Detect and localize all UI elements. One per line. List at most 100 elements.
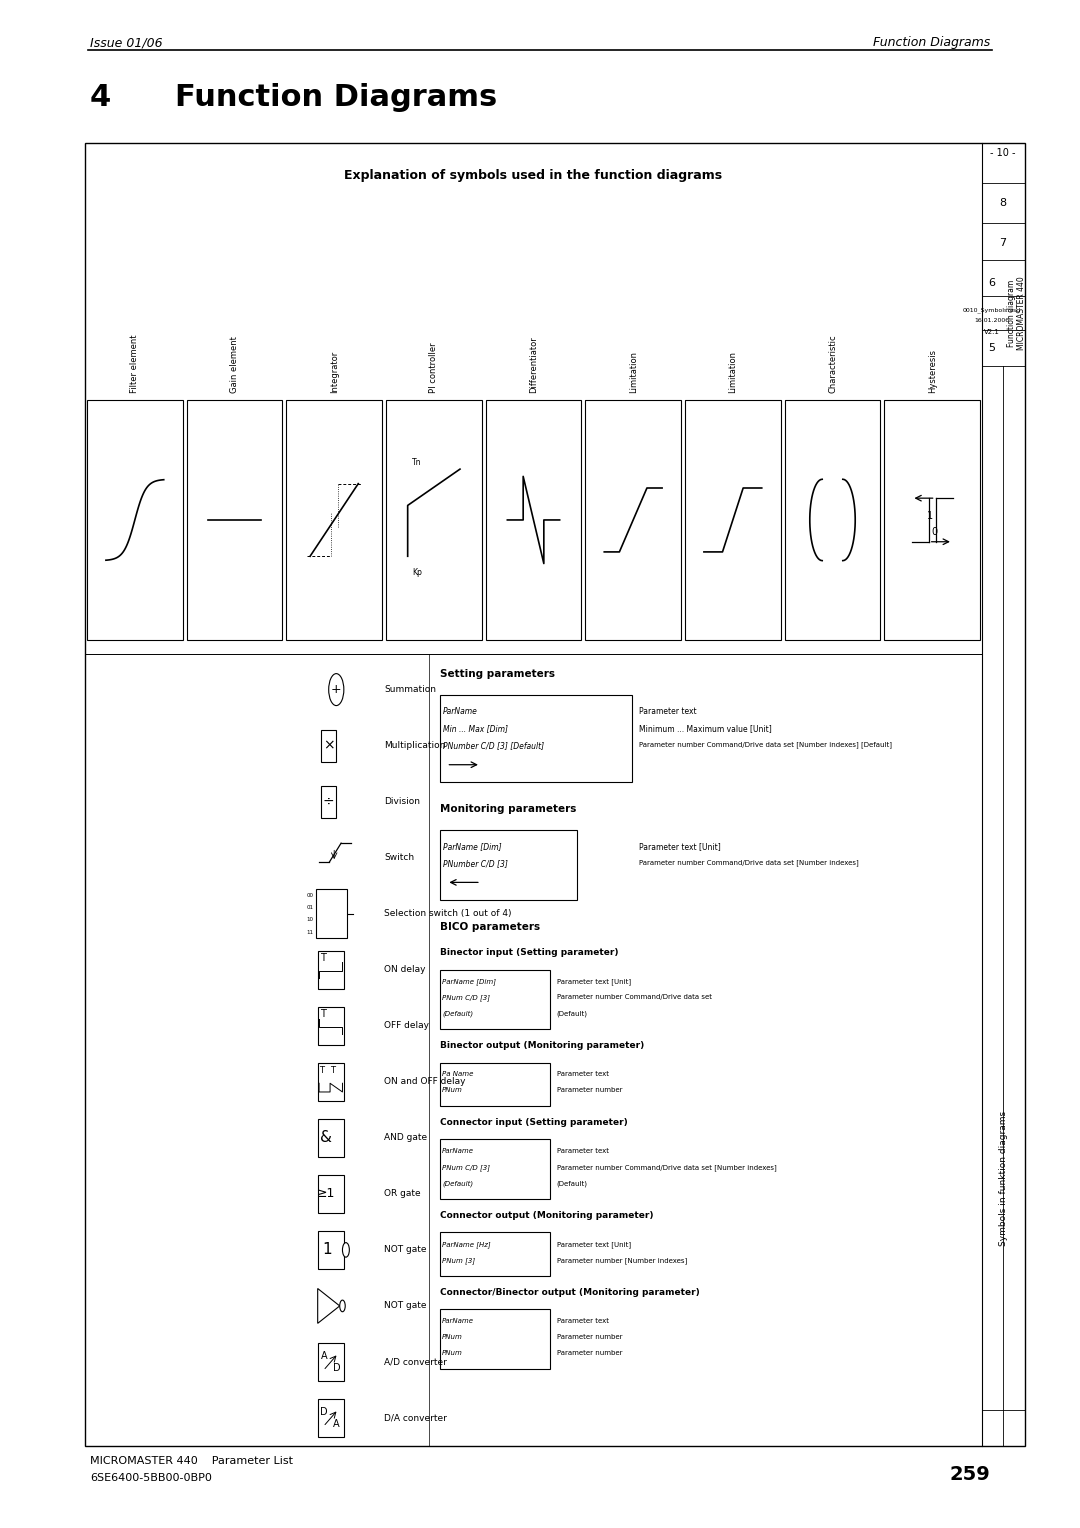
Text: Min ... Max [Dim]: Min ... Max [Dim] [443, 724, 508, 733]
Text: Parameter text [Unit]: Parameter text [Unit] [556, 978, 631, 986]
Bar [321, 730, 336, 761]
Text: Integrator: Integrator [329, 350, 339, 393]
Text: A/D converter: A/D converter [384, 1357, 447, 1366]
Text: Minimum ... Maximum value [Unit]: Minimum ... Maximum value [Unit] [639, 724, 772, 733]
Bar [440, 1233, 550, 1276]
Text: Parameter text: Parameter text [639, 706, 697, 715]
Text: Filter element: Filter element [131, 335, 139, 393]
Text: ParName: ParName [443, 1148, 474, 1154]
Text: ON delay: ON delay [384, 966, 426, 975]
Text: Limitation: Limitation [629, 351, 637, 393]
Text: Setting parameters: Setting parameters [440, 669, 554, 678]
Text: T: T [321, 953, 326, 963]
Text: MICROMASTER 440: MICROMASTER 440 [1017, 277, 1026, 350]
Text: Parameter number: Parameter number [556, 1088, 622, 1093]
Text: (Default): (Default) [556, 1010, 588, 1016]
Text: Gain element: Gain element [230, 336, 239, 393]
Bar [318, 1343, 343, 1381]
Text: 1: 1 [323, 1242, 333, 1258]
Text: MICROMASTER 440    Parameter List: MICROMASTER 440 Parameter List [90, 1456, 293, 1465]
Text: Tn: Tn [411, 458, 421, 466]
Bar [885, 400, 980, 640]
Text: Parameter number: Parameter number [556, 1334, 622, 1340]
Bar [85, 144, 1025, 1445]
Text: A: A [333, 1420, 339, 1429]
Text: D/A converter: D/A converter [384, 1413, 447, 1423]
Bar [318, 1007, 343, 1045]
Bar [318, 1232, 343, 1268]
Text: +: + [330, 683, 341, 697]
Text: 8: 8 [999, 199, 1007, 208]
Text: 01: 01 [307, 905, 313, 911]
Text: Symbols in funktion diagrams: Symbols in funktion diagrams [999, 1111, 1008, 1245]
Bar [318, 1400, 343, 1436]
Text: ParName: ParName [443, 1319, 474, 1325]
Bar [685, 400, 781, 640]
Text: Differentiator: Differentiator [529, 336, 538, 393]
Text: 00: 00 [307, 892, 313, 897]
Text: 11: 11 [307, 929, 313, 935]
Text: PNum C/D [3]: PNum C/D [3] [443, 995, 490, 1001]
Text: Multiplication: Multiplication [384, 741, 446, 750]
Circle shape [340, 1300, 346, 1311]
Text: PNum C/D [3]: PNum C/D [3] [443, 1164, 490, 1170]
Text: T: T [319, 1067, 324, 1076]
Text: 6SE6400-5BB00-0BP0: 6SE6400-5BB00-0BP0 [90, 1473, 212, 1484]
Bar [286, 400, 382, 640]
Text: Function Diagrams: Function Diagrams [175, 83, 497, 112]
Bar [440, 695, 632, 782]
Bar [318, 1063, 343, 1100]
Text: Monitoring parameters: Monitoring parameters [440, 804, 576, 814]
Text: (Default): (Default) [443, 1180, 473, 1187]
Text: Function Diagrams: Function Diagrams [873, 37, 990, 49]
Text: NOT gate: NOT gate [384, 1245, 427, 1254]
Text: Limitation: Limitation [728, 351, 738, 393]
Bar [440, 1062, 550, 1106]
Circle shape [328, 674, 343, 706]
Text: PNumber C/D [3] [Default]: PNumber C/D [3] [Default] [443, 741, 544, 750]
Text: 16.01.2006: 16.01.2006 [974, 318, 1010, 324]
Text: ÷: ÷ [323, 795, 335, 808]
Text: ×: × [323, 738, 335, 753]
Bar [321, 785, 336, 817]
Text: Hysteresis: Hysteresis [928, 348, 936, 393]
Bar [87, 400, 183, 640]
Text: ParName [Dim]: ParName [Dim] [443, 978, 497, 986]
Text: 6: 6 [988, 278, 996, 287]
Bar [318, 950, 343, 989]
Text: PNum [3]: PNum [3] [443, 1258, 475, 1264]
Text: D: D [333, 1363, 340, 1372]
Text: Parameter text: Parameter text [556, 1071, 608, 1077]
Text: Characteristic: Characteristic [828, 335, 837, 393]
Text: ParName [Hz]: ParName [Hz] [443, 1241, 491, 1248]
Text: (Default): (Default) [443, 1010, 473, 1016]
Text: D: D [321, 1407, 328, 1416]
Text: 4: 4 [90, 83, 111, 112]
Text: - 10 -: - 10 - [990, 148, 1016, 157]
Text: Summation: Summation [384, 685, 436, 694]
Text: 1: 1 [927, 510, 933, 521]
Text: Pa Name: Pa Name [443, 1071, 474, 1077]
Text: Parameter number Command/Drive data set [Number indexes] [Default]: Parameter number Command/Drive data set … [639, 741, 892, 749]
Text: &: & [320, 1131, 332, 1146]
Text: V2.1: V2.1 [984, 329, 1000, 335]
Text: Parameter number Command/Drive data set [Number indexes]: Parameter number Command/Drive data set … [556, 1164, 777, 1170]
Text: NOT gate: NOT gate [384, 1302, 427, 1311]
Text: ParName: ParName [443, 706, 477, 715]
Text: ParName [Dim]: ParName [Dim] [443, 842, 501, 851]
Text: OR gate: OR gate [384, 1189, 421, 1198]
Bar [315, 889, 347, 938]
Text: Connector output (Monitoring parameter): Connector output (Monitoring parameter) [440, 1210, 653, 1219]
Text: (Default): (Default) [556, 1180, 588, 1187]
Bar [440, 1140, 550, 1199]
Text: T: T [330, 1067, 335, 1076]
Text: 0010_Symbols.vsd: 0010_Symbols.vsd [963, 307, 1021, 313]
Text: 259: 259 [949, 1465, 990, 1484]
Text: 5: 5 [988, 342, 996, 353]
Bar [585, 400, 680, 640]
Text: AND gate: AND gate [384, 1134, 428, 1143]
Text: ON and OFF delay: ON and OFF delay [384, 1077, 465, 1086]
Bar [386, 400, 482, 640]
Text: A: A [321, 1351, 327, 1361]
Text: Connector input (Setting parameter): Connector input (Setting parameter) [440, 1117, 627, 1126]
